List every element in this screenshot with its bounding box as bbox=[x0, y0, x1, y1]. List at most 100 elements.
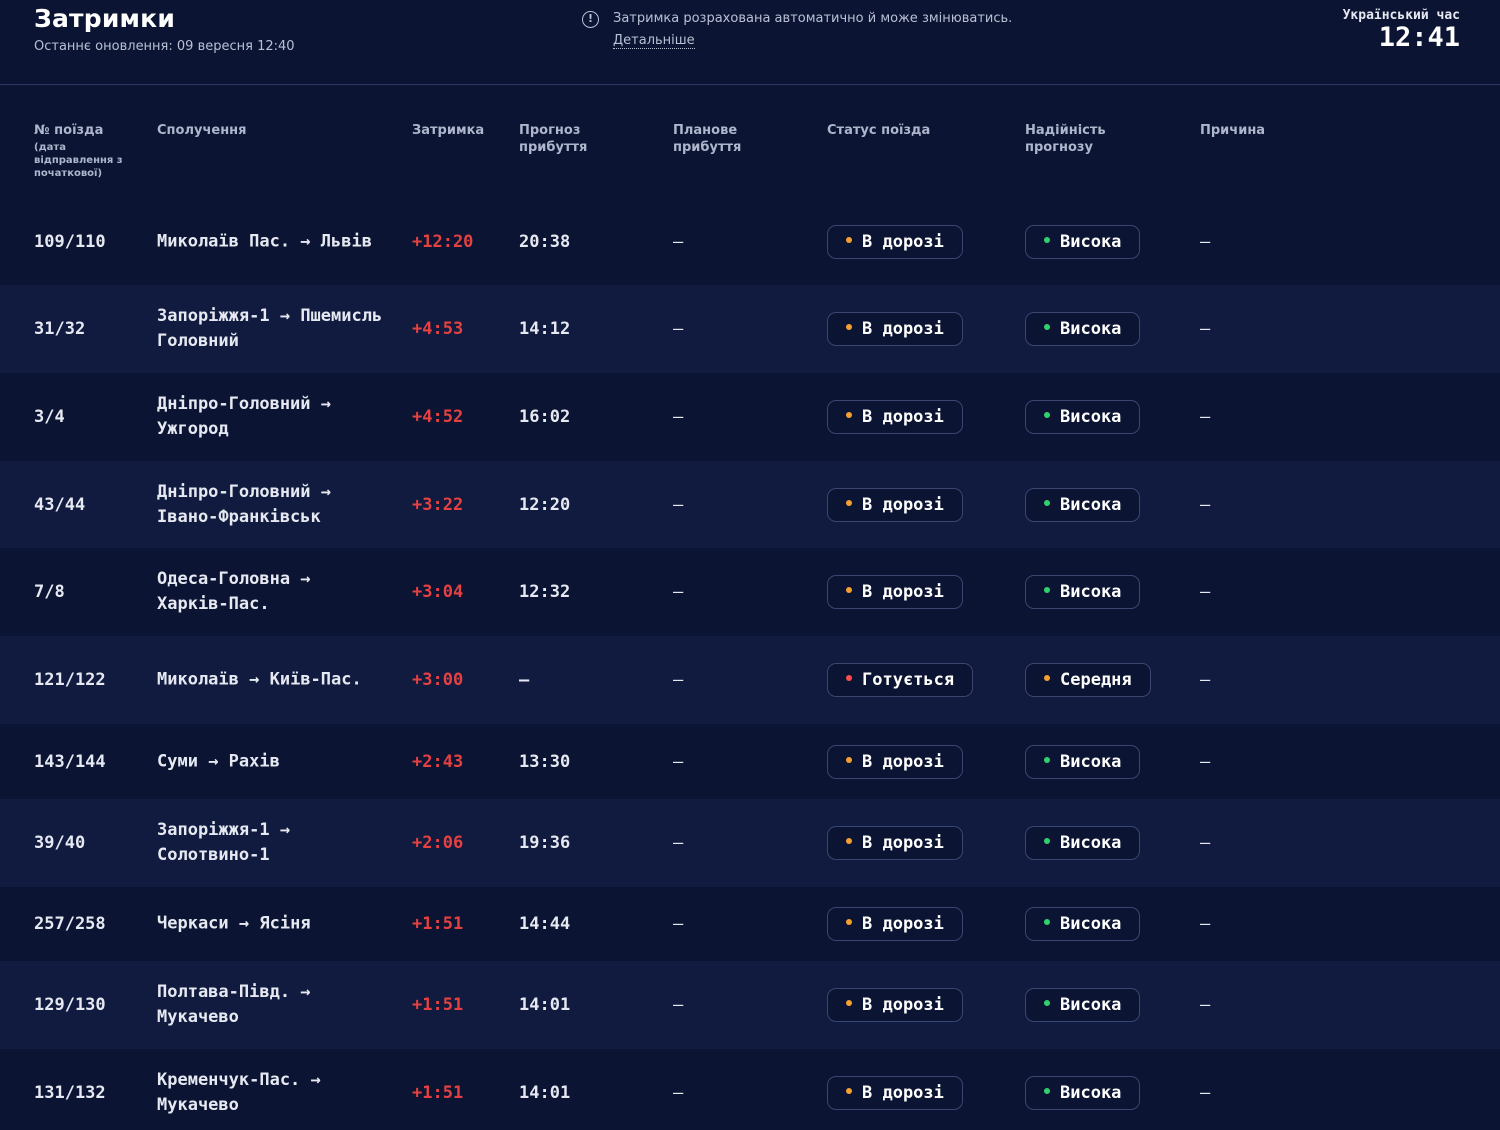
planned-arrival: — bbox=[673, 1082, 684, 1103]
train-number[interactable]: 131/132 bbox=[34, 1082, 106, 1103]
arrow-right-icon: → bbox=[290, 231, 321, 251]
route-from: Миколаїв Пас. bbox=[157, 231, 291, 251]
delay-reason: — bbox=[1200, 670, 1211, 690]
planned-arrival: — bbox=[673, 582, 684, 602]
arrow-right-icon: → bbox=[269, 820, 291, 840]
forecast-arrival: — bbox=[519, 670, 530, 690]
train-number[interactable]: 257/258 bbox=[34, 914, 106, 934]
train-status: В дорозі bbox=[827, 1075, 963, 1110]
delay-value: +3:22 bbox=[412, 494, 464, 515]
delay-value: +1:51 bbox=[412, 995, 464, 1015]
delay-value: +1:51 bbox=[412, 1082, 464, 1103]
train-status: В дорозі bbox=[827, 224, 963, 259]
col-header-reason: Причина bbox=[1200, 123, 1266, 138]
arrow-right-icon: → bbox=[238, 669, 270, 690]
train-number[interactable]: 121/122 bbox=[34, 670, 106, 690]
route-from: Дніпро-Головний bbox=[157, 481, 311, 502]
arrow-right-icon: → bbox=[290, 569, 311, 589]
route-from: Полтава-Півд. bbox=[157, 982, 291, 1002]
train-number[interactable]: 3/4 bbox=[34, 407, 65, 427]
reliability-text: Висока bbox=[1060, 319, 1122, 339]
delay-reason: — bbox=[1200, 407, 1211, 427]
train-number[interactable]: 143/144 bbox=[34, 751, 106, 772]
route-to: Київ-Пас. bbox=[269, 669, 362, 690]
arrow-right-icon: → bbox=[197, 751, 229, 771]
route-to: Мукачево bbox=[157, 1007, 239, 1027]
page-title: Затримки bbox=[34, 4, 176, 33]
status-text: В дорозі bbox=[862, 914, 944, 934]
status-dot-icon bbox=[846, 324, 852, 330]
reliability-dot-icon bbox=[1044, 1087, 1050, 1094]
page-header: Затримки Останнє оновлення: 09 вересня 1… bbox=[0, 0, 1500, 85]
reliability-badge: Висока bbox=[1025, 826, 1141, 860]
route-to: Солотвино-1 bbox=[157, 845, 270, 865]
arrow-right-icon: → bbox=[269, 306, 301, 326]
forecast-reliability: Середня bbox=[1025, 663, 1151, 697]
forecast-reliability: Висока bbox=[1025, 1075, 1141, 1110]
table-row: 143/144 Суми → Рахів +2:43 13:30 — В дорозі Ви… bbox=[0, 724, 1500, 799]
arrow-right-icon: → bbox=[300, 1069, 321, 1090]
delay-value: +12:20 bbox=[412, 231, 474, 252]
route-from: Запоріжжя-1 bbox=[157, 820, 270, 840]
reliability-text: Висока bbox=[1060, 995, 1122, 1015]
train-number[interactable]: 39/40 bbox=[34, 833, 86, 853]
status-text: В дорозі bbox=[862, 751, 944, 772]
route: Дніпро-Головний → Ужгород bbox=[157, 392, 387, 442]
train-status: В дорозі bbox=[827, 988, 963, 1022]
train-number[interactable]: 43/44 bbox=[34, 494, 86, 515]
route-to: Харків-Пас. bbox=[157, 594, 270, 614]
reliability-dot-icon bbox=[1044, 236, 1050, 243]
status-dot-icon bbox=[846, 236, 852, 243]
train-number[interactable]: 109/110 bbox=[34, 231, 106, 252]
planned-arrival: — bbox=[673, 914, 684, 934]
reliability-badge: Висока bbox=[1025, 988, 1141, 1022]
route-from: Одеса-Головна bbox=[157, 569, 291, 589]
planned-arrival: — bbox=[673, 670, 684, 690]
route: Одеса-Головна → Харків-Пас. bbox=[157, 567, 387, 617]
reliability-text: Середня bbox=[1060, 670, 1132, 690]
route-to: Рахів bbox=[228, 751, 280, 771]
col-header-route: Сполучення bbox=[157, 123, 247, 138]
delay-reason: — bbox=[1200, 1082, 1211, 1103]
status-badge: В дорозі bbox=[827, 487, 963, 522]
route-from: Запоріжжя-1 bbox=[157, 306, 270, 326]
status-text: В дорозі bbox=[862, 582, 944, 602]
status-dot-icon bbox=[846, 499, 852, 506]
reliability-badge: Висока bbox=[1025, 907, 1141, 941]
status-dot-icon bbox=[846, 1087, 852, 1094]
forecast-reliability: Висока bbox=[1025, 400, 1141, 434]
train-number[interactable]: 7/8 bbox=[34, 582, 65, 602]
train-number[interactable]: 31/32 bbox=[34, 319, 86, 339]
status-badge: В дорозі bbox=[827, 575, 963, 609]
forecast-reliability: Висока bbox=[1025, 575, 1141, 609]
status-text: В дорозі bbox=[862, 995, 944, 1015]
table-row: 3/4 Дніпро-Головний → Ужгород +4:52 16:02 — В… bbox=[0, 373, 1500, 461]
route-to: Львів bbox=[320, 231, 372, 251]
delay-reason: — bbox=[1200, 995, 1211, 1015]
table-row: 121/122 Миколаїв → Київ-Пас. +3:00 — — Готуєт… bbox=[0, 636, 1500, 724]
status-badge: В дорозі bbox=[827, 907, 963, 941]
status-badge: В дорозі bbox=[827, 988, 963, 1022]
train-status: В дорозі bbox=[827, 487, 963, 522]
col-header-train-number-label: № поїзда bbox=[34, 123, 104, 138]
train-status: В дорозі bbox=[827, 400, 963, 434]
table-header: № поїзда (дата відправлення з початкової… bbox=[0, 86, 1500, 198]
train-number[interactable]: 129/130 bbox=[34, 995, 106, 1015]
table-row: 131/132 Кременчук-Пас. → Мукачево +1:51 14:… bbox=[0, 1049, 1500, 1130]
forecast-reliability: Висока bbox=[1025, 988, 1141, 1022]
planned-arrival: — bbox=[673, 231, 684, 252]
forecast-reliability: Висока bbox=[1025, 744, 1141, 779]
col-header-status: Статус поїзда bbox=[827, 123, 931, 138]
delay-reason: — bbox=[1200, 751, 1211, 772]
train-status: В дорозі bbox=[827, 312, 963, 346]
train-status: В дорозі bbox=[827, 575, 963, 609]
col-header-train-number: № поїзда (дата відправлення з початкової… bbox=[34, 122, 144, 180]
reliability-badge: Висока bbox=[1025, 487, 1141, 522]
planned-arrival: — bbox=[673, 494, 684, 515]
train-status: В дорозі bbox=[827, 826, 963, 860]
status-text: В дорозі bbox=[862, 494, 944, 515]
details-link[interactable]: Детальніше bbox=[613, 33, 695, 49]
status-text: В дорозі bbox=[862, 1082, 944, 1103]
forecast-arrival: 14:01 bbox=[519, 1082, 571, 1103]
forecast-arrival: 14:01 bbox=[519, 995, 571, 1015]
